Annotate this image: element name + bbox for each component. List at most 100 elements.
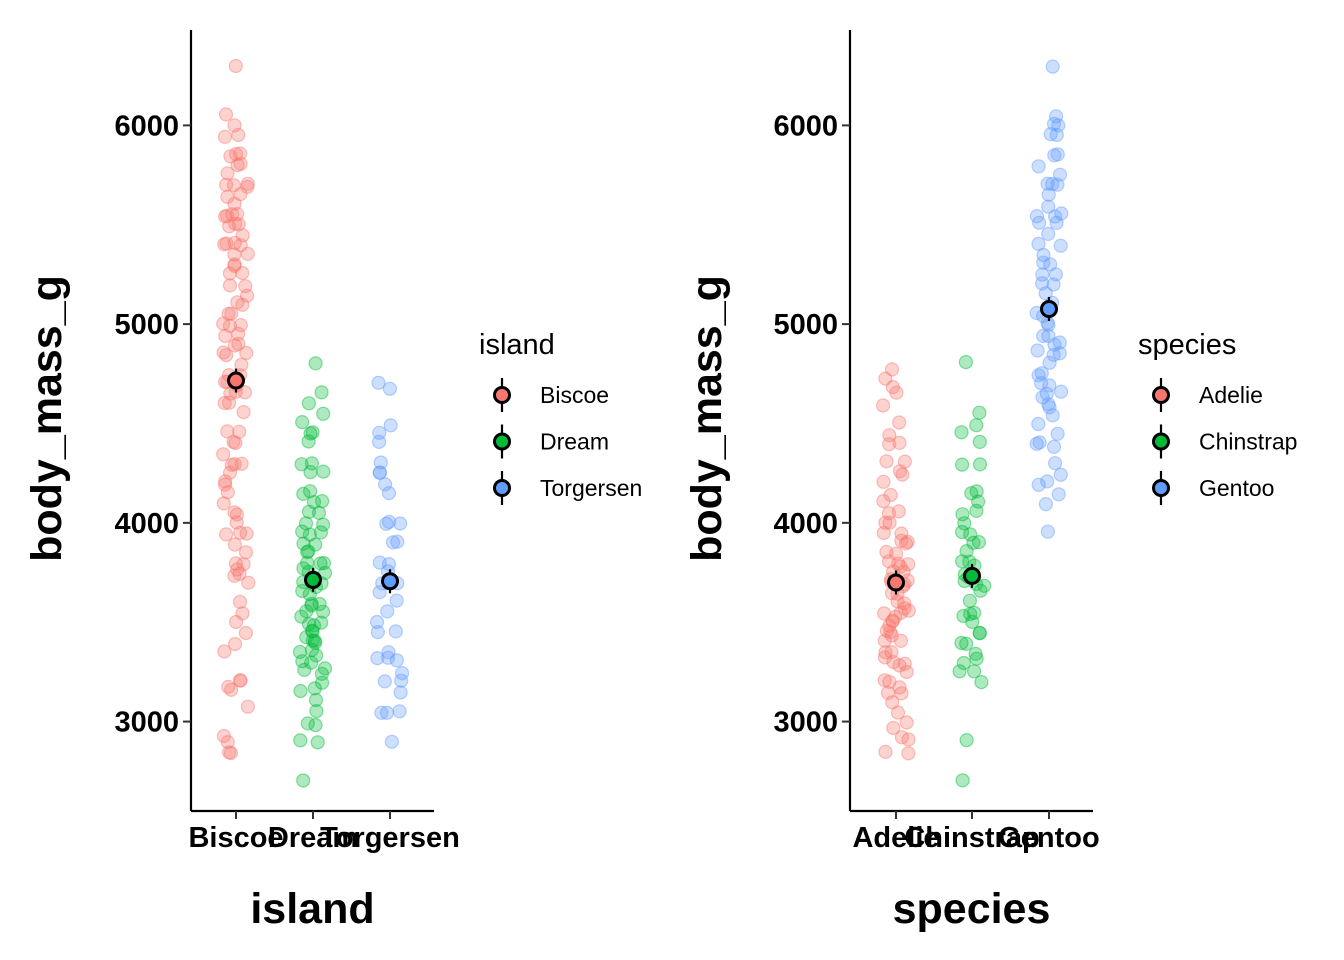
data-point xyxy=(1050,147,1065,162)
data-point xyxy=(966,535,981,550)
data-point xyxy=(969,418,984,433)
data-point xyxy=(883,624,898,640)
data-point xyxy=(1033,376,1049,391)
data-point xyxy=(379,705,395,720)
data-point xyxy=(1030,343,1045,358)
data-point xyxy=(219,177,234,192)
data-point xyxy=(240,288,255,303)
legend-key-point xyxy=(493,432,511,451)
data-point xyxy=(220,424,235,439)
data-point xyxy=(316,464,331,479)
data-point xyxy=(899,715,914,730)
data-point xyxy=(311,505,327,521)
data-point xyxy=(959,636,974,651)
data-point xyxy=(227,457,242,472)
data-point xyxy=(1043,127,1058,142)
legend-label: Biscoe xyxy=(540,382,609,408)
data-point xyxy=(300,544,315,560)
data-point xyxy=(1042,378,1057,393)
data-point xyxy=(1038,497,1054,512)
data-point xyxy=(216,447,231,462)
data-point xyxy=(882,515,897,530)
data-point xyxy=(372,425,387,440)
data-point xyxy=(373,455,388,470)
data-point xyxy=(217,129,233,144)
data-point xyxy=(977,578,992,593)
data-point xyxy=(314,615,329,630)
data-point xyxy=(235,228,250,243)
data-point xyxy=(233,187,248,202)
data-point xyxy=(314,666,329,682)
data-point xyxy=(227,568,242,583)
data-point xyxy=(238,279,253,294)
data-point xyxy=(296,486,311,501)
data-point xyxy=(229,515,244,530)
data-point xyxy=(1052,335,1067,350)
data-point xyxy=(219,236,234,251)
data-point xyxy=(239,345,254,361)
data-point xyxy=(232,424,247,439)
data-point xyxy=(294,457,309,472)
data-point xyxy=(229,614,244,630)
data-point xyxy=(886,654,901,670)
data-point xyxy=(1042,355,1057,370)
data-point xyxy=(310,735,325,750)
x-tick-label: Torgersen xyxy=(320,822,460,854)
data-point xyxy=(892,658,907,673)
data-point xyxy=(369,614,385,630)
data-point xyxy=(223,149,238,164)
data-point xyxy=(301,396,316,411)
data-point xyxy=(963,527,978,542)
data-point xyxy=(232,566,247,581)
data-point xyxy=(380,604,395,619)
data-point xyxy=(235,265,250,281)
y-axis-title: body_mass_g xyxy=(23,275,71,562)
data-point xyxy=(1048,109,1064,124)
data-point xyxy=(228,636,243,652)
data-point xyxy=(966,605,982,620)
data-point xyxy=(1041,328,1056,344)
data-point xyxy=(228,147,244,162)
data-point xyxy=(233,238,248,253)
data-point xyxy=(225,207,240,222)
data-point xyxy=(893,559,908,574)
data-point xyxy=(293,683,308,699)
legend-label: Adelie xyxy=(1199,382,1263,408)
data-point xyxy=(1049,127,1064,143)
data-point xyxy=(1041,187,1056,202)
data-point xyxy=(968,646,983,662)
data-point xyxy=(228,556,243,571)
data-point xyxy=(878,645,893,660)
legend-key-point xyxy=(1152,479,1170,497)
data-point xyxy=(305,633,320,648)
data-point xyxy=(228,216,243,231)
data-point xyxy=(1041,226,1056,241)
data-point xyxy=(1043,257,1058,272)
data-point xyxy=(227,257,242,272)
data-point xyxy=(372,555,387,570)
data-point xyxy=(316,406,331,421)
data-point xyxy=(233,673,248,688)
data-point xyxy=(226,178,241,193)
data-point xyxy=(884,644,899,660)
data-point xyxy=(377,674,392,689)
data-point xyxy=(218,474,233,489)
data-point xyxy=(884,628,899,643)
data-point xyxy=(309,648,324,663)
data-point xyxy=(1045,408,1060,423)
data-point xyxy=(954,524,970,540)
data-point xyxy=(889,385,904,400)
data-point xyxy=(240,699,255,714)
data-point xyxy=(1045,59,1060,74)
data-point xyxy=(221,679,236,695)
data-point xyxy=(1052,346,1067,361)
x-axis-title: species xyxy=(893,885,1051,933)
data-point xyxy=(218,209,233,224)
data-point xyxy=(303,465,318,480)
data-point xyxy=(876,494,891,509)
data-point xyxy=(219,348,234,363)
data-point xyxy=(897,601,912,616)
data-point xyxy=(1036,255,1051,270)
data-point xyxy=(955,507,970,522)
data-point xyxy=(382,514,397,530)
